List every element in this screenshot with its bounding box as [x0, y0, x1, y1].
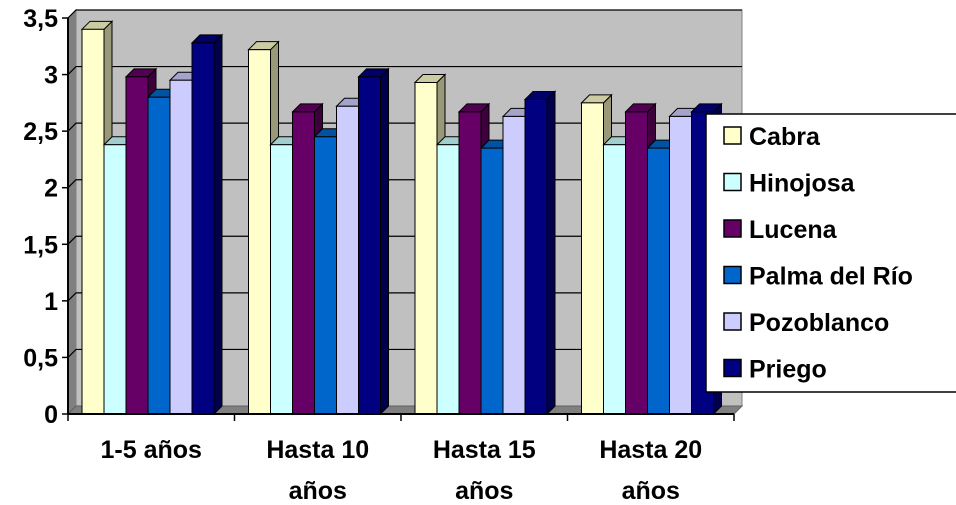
- y-tick-label: 3,5: [23, 5, 58, 33]
- y-tick-label: 2: [44, 175, 58, 203]
- x-tick-label: Hasta 20 años: [599, 436, 702, 505]
- x-tick-labels: 1-5 años Hasta 10 años Hasta 15 años Hasta 20…: [101, 436, 703, 505]
- y-tick-label: 1: [44, 288, 58, 316]
- legend-label: Pozoblanco: [749, 309, 889, 337]
- x-tick-label: Hasta 15 años: [433, 436, 536, 505]
- legend-label: Priego: [749, 356, 827, 384]
- legend-box: [705, 113, 956, 393]
- legend-swatch: [723, 358, 742, 378]
- legend-label: Palma del Río: [749, 263, 913, 291]
- y-tick-label: 3: [44, 62, 58, 90]
- bars: [80, 20, 723, 416]
- gridline: [67, 65, 742, 75]
- x-tick-label: Hasta 10 años: [266, 436, 369, 505]
- legend-swatch: [723, 312, 742, 331]
- bar-priego: [357, 67, 390, 416]
- y-tick-label: 2,5: [23, 118, 58, 146]
- y-tick-label: 1,5: [23, 231, 58, 259]
- y-tick-label: 0: [44, 401, 58, 429]
- legend-label: Lucena: [749, 216, 838, 244]
- x-tick-label: 1-5 años: [101, 436, 202, 464]
- legend: Cabra Hinojosa Lucena Palma del Río Pozoblan…: [705, 113, 956, 393]
- bar-priego: [523, 90, 557, 416]
- bar-priego: [190, 33, 224, 416]
- gridline: [67, 9, 742, 19]
- axes: [62, 17, 735, 421]
- y-tick-labels: 0 0,5 1 1,5 2 2,5 3 3,5: [23, 5, 58, 429]
- y-tick-label: 0,5: [23, 344, 58, 372]
- legend-label: Cabra: [749, 123, 821, 151]
- legend-label: Hinojosa: [749, 170, 856, 198]
- legend-swatch: [723, 126, 742, 145]
- legend-swatch: [723, 172, 742, 192]
- legend-swatch: [723, 219, 742, 238]
- legend-swatch: [723, 265, 742, 285]
